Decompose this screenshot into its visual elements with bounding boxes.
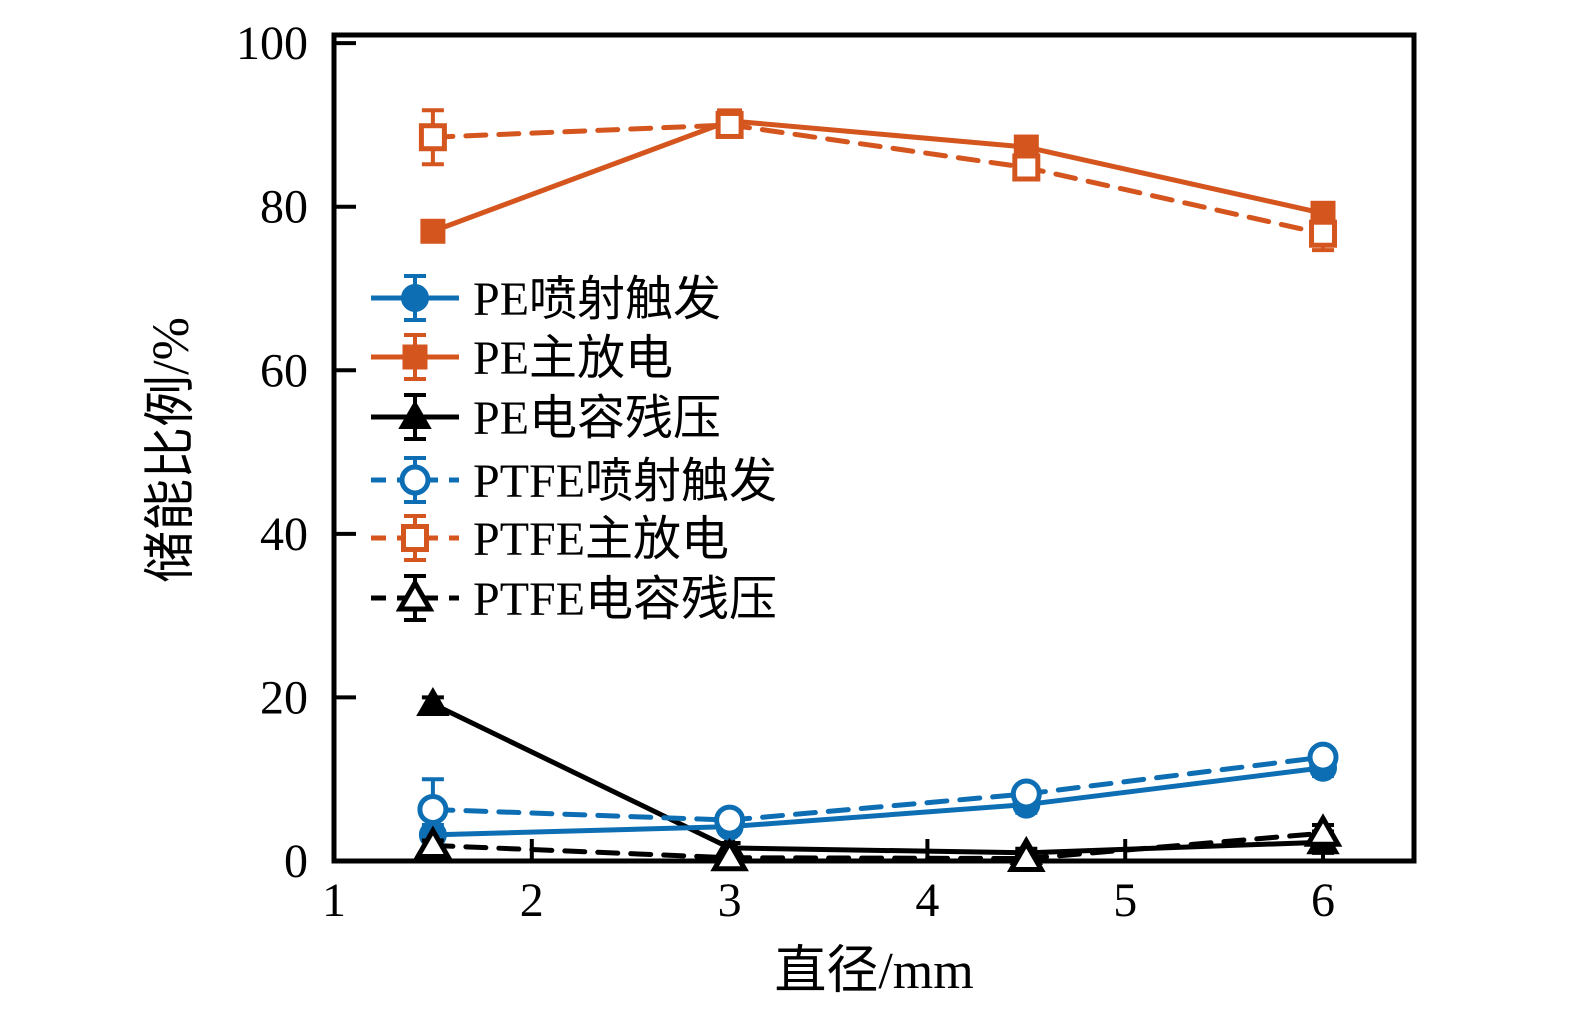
y-axis-label: 储能比例/%	[143, 317, 200, 583]
PE主放电-marker	[420, 218, 446, 244]
legend-label: PE主放电	[473, 332, 673, 385]
series-PE电容残压	[416, 686, 1340, 865]
PTFE喷射触发-marker	[399, 464, 431, 496]
y-axis-ticks: 0 20 40 60 80 100	[236, 17, 356, 888]
PTFE主放电-marker	[418, 123, 447, 152]
PTFE喷射触发-marker	[1010, 778, 1042, 810]
PTFE喷射触发-marker	[714, 804, 746, 836]
legend-item-PE喷射触发: PE喷射触发	[371, 273, 721, 326]
legend-label: PE电容残压	[473, 392, 721, 445]
series-PE主放电	[420, 108, 1336, 244]
legend-label: PTFE电容残压	[473, 573, 777, 626]
x-tick-label: 3	[718, 874, 742, 927]
legend-item-PTFE喷射触发: PTFE喷射触发	[371, 455, 777, 508]
PTFE电容残压-marker	[413, 825, 453, 859]
x-tick-label: 1	[322, 874, 346, 927]
y-tick-label: 100	[236, 17, 308, 70]
legend-label: PTFE喷射触发	[473, 455, 777, 508]
y-tick-label: 20	[260, 671, 308, 724]
PE电容残压-marker	[416, 686, 450, 716]
y-tick-label: 0	[284, 835, 308, 888]
series-PTFE主放电	[418, 108, 1338, 253]
PTFE喷射触发-marker	[417, 793, 449, 825]
legend-item-PTFE主放电: PTFE主放电	[371, 513, 729, 566]
PE喷射触发-line	[430, 765, 1326, 838]
PTFE电容残压-line	[430, 830, 1326, 862]
legend-label: PTFE主放电	[473, 513, 729, 566]
PTFE电容残压-marker	[1006, 838, 1046, 873]
PTFE电容残压-marker	[710, 837, 749, 872]
series-PE喷射触发	[418, 753, 1338, 849]
PTFE喷射触发-line	[430, 754, 1326, 823]
plot-frame	[331, 32, 1417, 864]
PTFE电容残压-marker	[1303, 813, 1343, 847]
PTFE喷射触发-marker	[1307, 741, 1339, 773]
x-axis-ticks: 1 2 3 4 5 6	[322, 839, 1335, 927]
x-tick-label: 4	[915, 874, 939, 927]
PTFE主放电-marker	[1309, 219, 1338, 248]
legend-item-PTFE电容残压: PTFE电容残压	[371, 573, 777, 626]
PTFE主放电-line	[430, 122, 1326, 237]
legend-item-PE主放电: PE主放电	[371, 332, 673, 385]
legend-item-PE电容残压: PE电容残压	[371, 392, 721, 445]
x-axis-label: 直径/mm	[774, 943, 973, 1000]
series-PTFE电容残压	[413, 813, 1343, 873]
PTFE主放电-marker	[715, 110, 744, 139]
PTFE主放电-marker	[1012, 153, 1041, 182]
PTFE主放电-marker	[401, 524, 429, 552]
x-tick-label: 2	[520, 874, 544, 927]
x-tick-label: 5	[1113, 874, 1137, 927]
legend-label: PE喷射触发	[473, 273, 721, 326]
PE主放电-marker	[402, 344, 428, 370]
PE主放电-line	[430, 118, 1326, 234]
y-tick-label: 40	[260, 508, 308, 561]
x-tick-label: 6	[1311, 874, 1335, 927]
y-tick-label: 80	[260, 181, 308, 234]
PE喷射触发-marker	[401, 284, 429, 312]
series-PTFE喷射触发	[417, 741, 1339, 842]
PTFE电容残压-marker	[395, 577, 435, 612]
PE电容残压-marker	[398, 399, 432, 429]
y-tick-label: 60	[260, 344, 308, 397]
